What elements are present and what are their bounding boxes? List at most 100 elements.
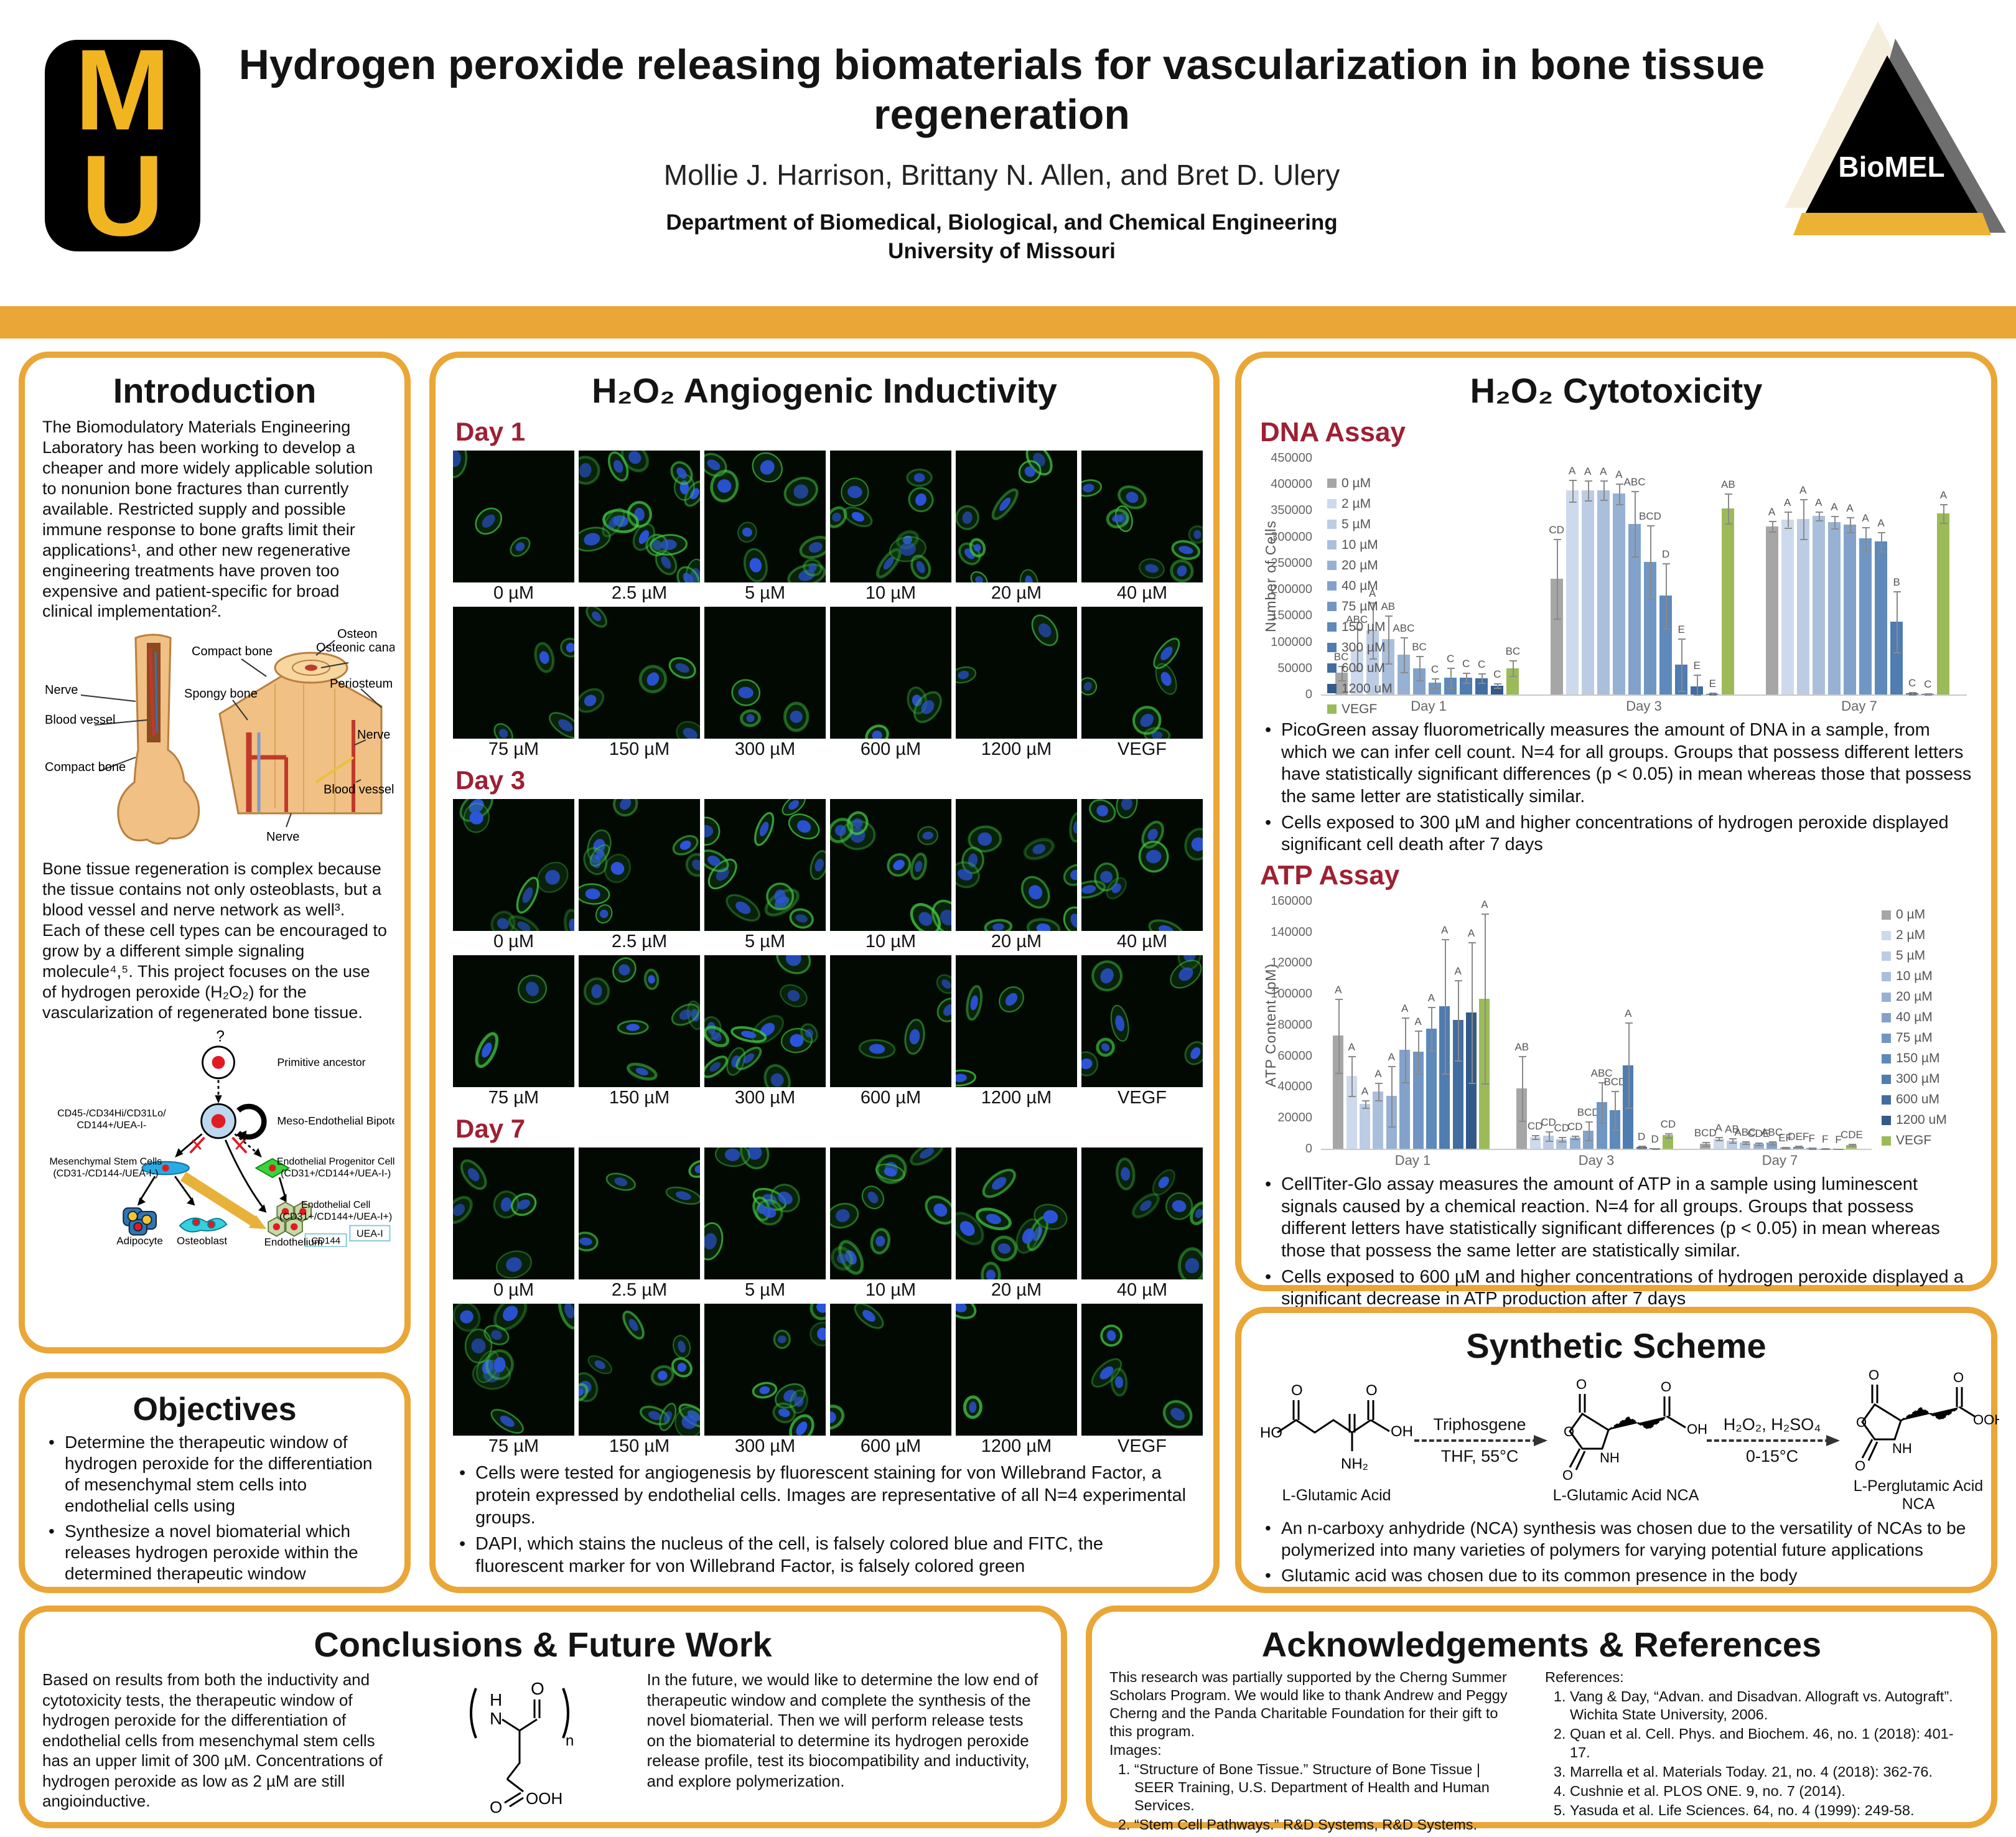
error-cap — [1909, 694, 1917, 696]
error-cap — [1638, 1148, 1646, 1149]
error-bar — [1535, 1135, 1537, 1139]
significance-letter: A — [1831, 500, 1838, 513]
concentration-label: 300 µM — [734, 1436, 796, 1456]
significance-letter: A — [1862, 512, 1869, 524]
error-cap — [1532, 1135, 1540, 1137]
error-cap — [1348, 1055, 1356, 1057]
error-cap — [1795, 1148, 1803, 1149]
error-bar — [1850, 517, 1851, 532]
legend-item: 150 µM — [1327, 617, 1393, 637]
introduction-title: Introduction — [113, 371, 317, 410]
error-cap — [1415, 1030, 1423, 1032]
significance-letter: C — [1493, 668, 1501, 681]
legend-item: 5 µM — [1327, 514, 1393, 535]
synthetic-scheme-figure: O O HO OH NH₂ L-Glutamic Acid Triphosgen… — [1259, 1367, 2004, 1513]
bar — [1566, 490, 1579, 694]
pathway-label-cd144: CD144 — [311, 1236, 340, 1246]
error-cap — [1631, 556, 1639, 558]
micrograph-day1-150M — [579, 607, 700, 739]
error-cap — [1463, 672, 1471, 674]
micrograph-day3-40M — [1081, 799, 1203, 931]
error-cap — [1848, 1146, 1856, 1148]
legend-item: 20 µM — [1882, 987, 1947, 1007]
error-bar — [1745, 1141, 1747, 1144]
error-cap — [1893, 652, 1902, 653]
error-cap — [1651, 1148, 1659, 1150]
significance-letter: A — [1481, 898, 1488, 910]
significance-letter: A — [1799, 484, 1807, 496]
bone-label-nerve-1: Nerve — [45, 683, 78, 697]
error-cap — [1400, 671, 1408, 673]
micrograph-day3-VEGF — [1081, 955, 1203, 1087]
error-cap — [1369, 658, 1377, 660]
error-cap — [1702, 1145, 1710, 1147]
legend-item: 600 uM — [1327, 658, 1393, 678]
y-axis-title: Number of Cells — [1262, 520, 1279, 632]
error-cap — [1612, 1129, 1620, 1131]
error-cap — [1862, 526, 1870, 528]
legend-swatch — [1327, 561, 1337, 570]
error-cap — [1725, 493, 1733, 495]
group-label: Day 1 — [1411, 698, 1447, 714]
bar — [1373, 1091, 1384, 1149]
pathway-label-epc-2: (CD31+/CD144+/UEA-I-) — [281, 1167, 391, 1179]
section-acknowledgements: Acknowledgements & References This resea… — [1086, 1606, 1997, 1833]
significance-letter: A — [1401, 1002, 1409, 1014]
significance-letter: BC — [1505, 645, 1521, 658]
images-label: Images: — [1109, 1741, 1162, 1758]
error-bar — [1431, 1007, 1433, 1051]
svg-text:O: O — [1856, 1414, 1867, 1430]
error-cap — [1768, 531, 1776, 533]
question-mark: ? — [216, 1028, 225, 1045]
bar — [1583, 1130, 1594, 1149]
significance-letter: A — [1467, 927, 1475, 939]
legend-swatch — [1327, 479, 1337, 488]
significance-letter: BC — [1333, 650, 1349, 663]
error-bar — [1865, 526, 1867, 550]
error-cap — [1831, 528, 1839, 530]
concentration-label: 2.5 µM — [611, 932, 668, 951]
svg-text:O: O — [1564, 1424, 1574, 1439]
bar — [1516, 1088, 1528, 1149]
section-inductivity: H₂O₂ Angiogenic Inductivity Day 1 0 µM 2.5… — [429, 352, 1220, 1593]
legend-swatch — [1882, 1012, 1891, 1022]
objectives-list: Determine the therapeutic window of hydr… — [42, 1432, 387, 1584]
error-cap — [1862, 549, 1870, 551]
y-tick-label: 120000 — [1271, 956, 1312, 970]
error-cap — [1729, 1143, 1737, 1144]
legend-swatch — [1882, 1033, 1891, 1043]
error-cap — [1702, 1141, 1710, 1143]
error-cap — [1768, 521, 1776, 523]
error-bar — [1641, 1145, 1643, 1148]
bone-label-periosteum: Periosteum — [330, 677, 393, 691]
error-cap — [1847, 517, 1854, 519]
bar — [1386, 1096, 1397, 1149]
micrograph-row: 75 µM 150 µM 300 µM 600 µM 1200 µM VEGF — [453, 607, 1203, 762]
svg-text:O: O — [1576, 1377, 1587, 1392]
error-cap — [1663, 563, 1671, 564]
error-bar — [1818, 512, 1820, 520]
bar — [1859, 538, 1872, 694]
error-bar — [1681, 638, 1683, 691]
micrograph-day7-150M — [579, 1304, 700, 1436]
error-cap — [1615, 483, 1623, 485]
svg-text:n: n — [566, 1732, 574, 1749]
significance-letter: A — [1715, 1122, 1722, 1134]
error-cap — [1463, 683, 1471, 685]
significance-letter: A — [1569, 464, 1576, 477]
error-cap — [1447, 667, 1455, 669]
concentration-label: 1200 µM — [981, 1436, 1052, 1456]
bone-label-nerve-2: Nerve — [357, 728, 390, 742]
concentration-label: 150 µM — [609, 1436, 670, 1456]
day-label: Day 7 — [455, 1114, 526, 1143]
concentration-label: 1200 µM — [981, 1088, 1052, 1108]
significance-letter: BCD — [1694, 1126, 1717, 1139]
error-cap — [1494, 688, 1502, 689]
references-label: References: — [1545, 1669, 1624, 1685]
bar — [1350, 649, 1363, 694]
error-bar — [1732, 1138, 1734, 1143]
y-tick-label: 160000 — [1271, 894, 1312, 908]
error-bar — [1943, 503, 1945, 523]
svg-text:O: O — [1953, 1370, 1964, 1385]
significance-letter: E — [1693, 659, 1701, 671]
